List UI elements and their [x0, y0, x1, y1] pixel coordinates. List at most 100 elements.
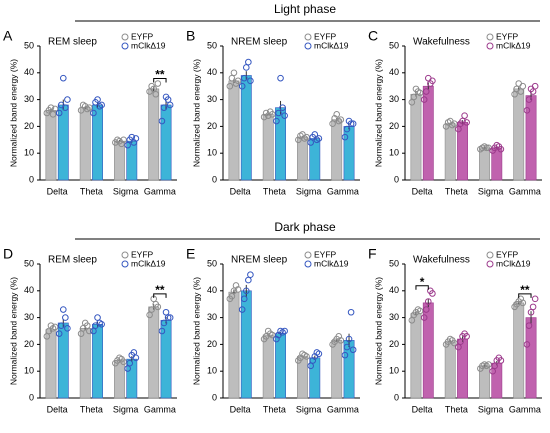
data-point	[245, 58, 252, 66]
x-tick-label: Delta	[47, 404, 68, 414]
data-point	[531, 295, 539, 303]
bar	[410, 313, 422, 399]
chart-title: Wakefulness	[413, 37, 470, 48]
data-point	[337, 116, 345, 123]
y-tick-label: 30	[24, 312, 34, 322]
data-point	[281, 112, 288, 119]
chart-title: Wakefulness	[413, 255, 470, 266]
data-point	[154, 80, 162, 87]
data-point	[345, 335, 353, 343]
y-tick-label: 40	[389, 285, 399, 295]
data-point	[303, 353, 310, 360]
data-point	[166, 101, 174, 109]
data-point	[232, 282, 240, 289]
y-tick-label: 30	[24, 94, 34, 104]
bar	[444, 341, 456, 399]
y-tick-label: 10	[207, 148, 217, 158]
data-point	[234, 286, 242, 293]
legend-label: mClkΔ19	[131, 258, 166, 268]
bar	[148, 88, 160, 181]
data-point	[341, 133, 349, 141]
y-tick-label: 50	[24, 258, 34, 268]
bar	[45, 110, 57, 181]
bar	[126, 140, 138, 181]
data-point	[315, 135, 323, 142]
bar	[79, 107, 91, 181]
legend-marker	[486, 33, 494, 41]
bar	[160, 104, 172, 181]
y-axis-label: Normalized band energy (%)	[373, 59, 383, 167]
legend-marker	[304, 260, 312, 268]
y-tick-label: 30	[207, 312, 217, 322]
significance-label: **	[520, 283, 530, 297]
data-point	[162, 308, 170, 316]
data-point	[130, 139, 138, 146]
chart-title: REM sleep	[48, 255, 97, 266]
data-point	[47, 104, 55, 111]
data-point	[55, 330, 63, 337]
data-point	[62, 314, 69, 321]
legend-marker	[121, 251, 129, 259]
data-point	[64, 325, 71, 332]
data-point	[275, 109, 282, 117]
data-point	[277, 74, 284, 82]
data-point	[347, 120, 355, 128]
bar	[479, 365, 490, 399]
y-tick-label: 10	[24, 148, 34, 158]
data-point	[228, 74, 236, 82]
x-tick-label: Delta	[412, 186, 433, 196]
y-tick-label: 0	[212, 174, 217, 184]
legend-label: EYFP	[496, 249, 519, 259]
bar	[240, 75, 252, 181]
x-tick-label: Theta	[80, 404, 103, 414]
data-point	[497, 145, 505, 153]
x-tick-label: Sigma	[296, 186, 322, 196]
section-title: Dark phase	[274, 220, 336, 234]
y-axis-label: Normalized band energy (%)	[191, 277, 201, 385]
data-point	[483, 144, 490, 152]
bar	[148, 306, 160, 399]
x-tick-label: Delta	[412, 404, 433, 414]
legend-marker	[304, 42, 312, 50]
y-tick-label: 20	[389, 339, 399, 349]
data-point	[160, 104, 168, 111]
x-tick-label: Sigma	[113, 404, 139, 414]
bar	[262, 114, 274, 181]
data-point	[126, 359, 134, 367]
data-point	[519, 299, 527, 307]
bar	[57, 322, 69, 399]
legend-label: mClkΔ19	[496, 258, 531, 268]
data-point	[315, 350, 323, 358]
x-tick-label: Delta	[230, 186, 251, 196]
data-point	[152, 90, 160, 98]
y-tick-label: 20	[24, 121, 34, 131]
y-tick-label: 40	[389, 67, 399, 77]
data-point	[164, 314, 172, 321]
y-tick-label: 0	[29, 174, 34, 184]
bar	[444, 123, 456, 181]
significance-label: **	[155, 68, 165, 82]
legend-label: EYFP	[131, 31, 154, 41]
x-tick-label: Gamma	[509, 404, 541, 414]
data-point	[273, 335, 280, 343]
data-point	[515, 80, 523, 87]
legend-marker	[304, 251, 312, 259]
significance-label: *	[420, 275, 425, 289]
data-point	[273, 117, 280, 125]
bar	[160, 319, 172, 399]
data-point	[260, 113, 268, 121]
data-point	[132, 135, 140, 142]
data-point	[341, 351, 349, 359]
panel-label: C	[368, 28, 378, 44]
data-point	[461, 112, 468, 119]
data-point	[98, 101, 105, 109]
legend-marker	[486, 260, 494, 268]
x-tick-label: Sigma	[296, 404, 322, 414]
data-point	[349, 120, 357, 128]
data-point	[62, 104, 69, 111]
data-point	[245, 276, 252, 284]
y-tick-label: 10	[24, 366, 34, 376]
data-point	[94, 96, 101, 103]
bar	[422, 302, 434, 399]
